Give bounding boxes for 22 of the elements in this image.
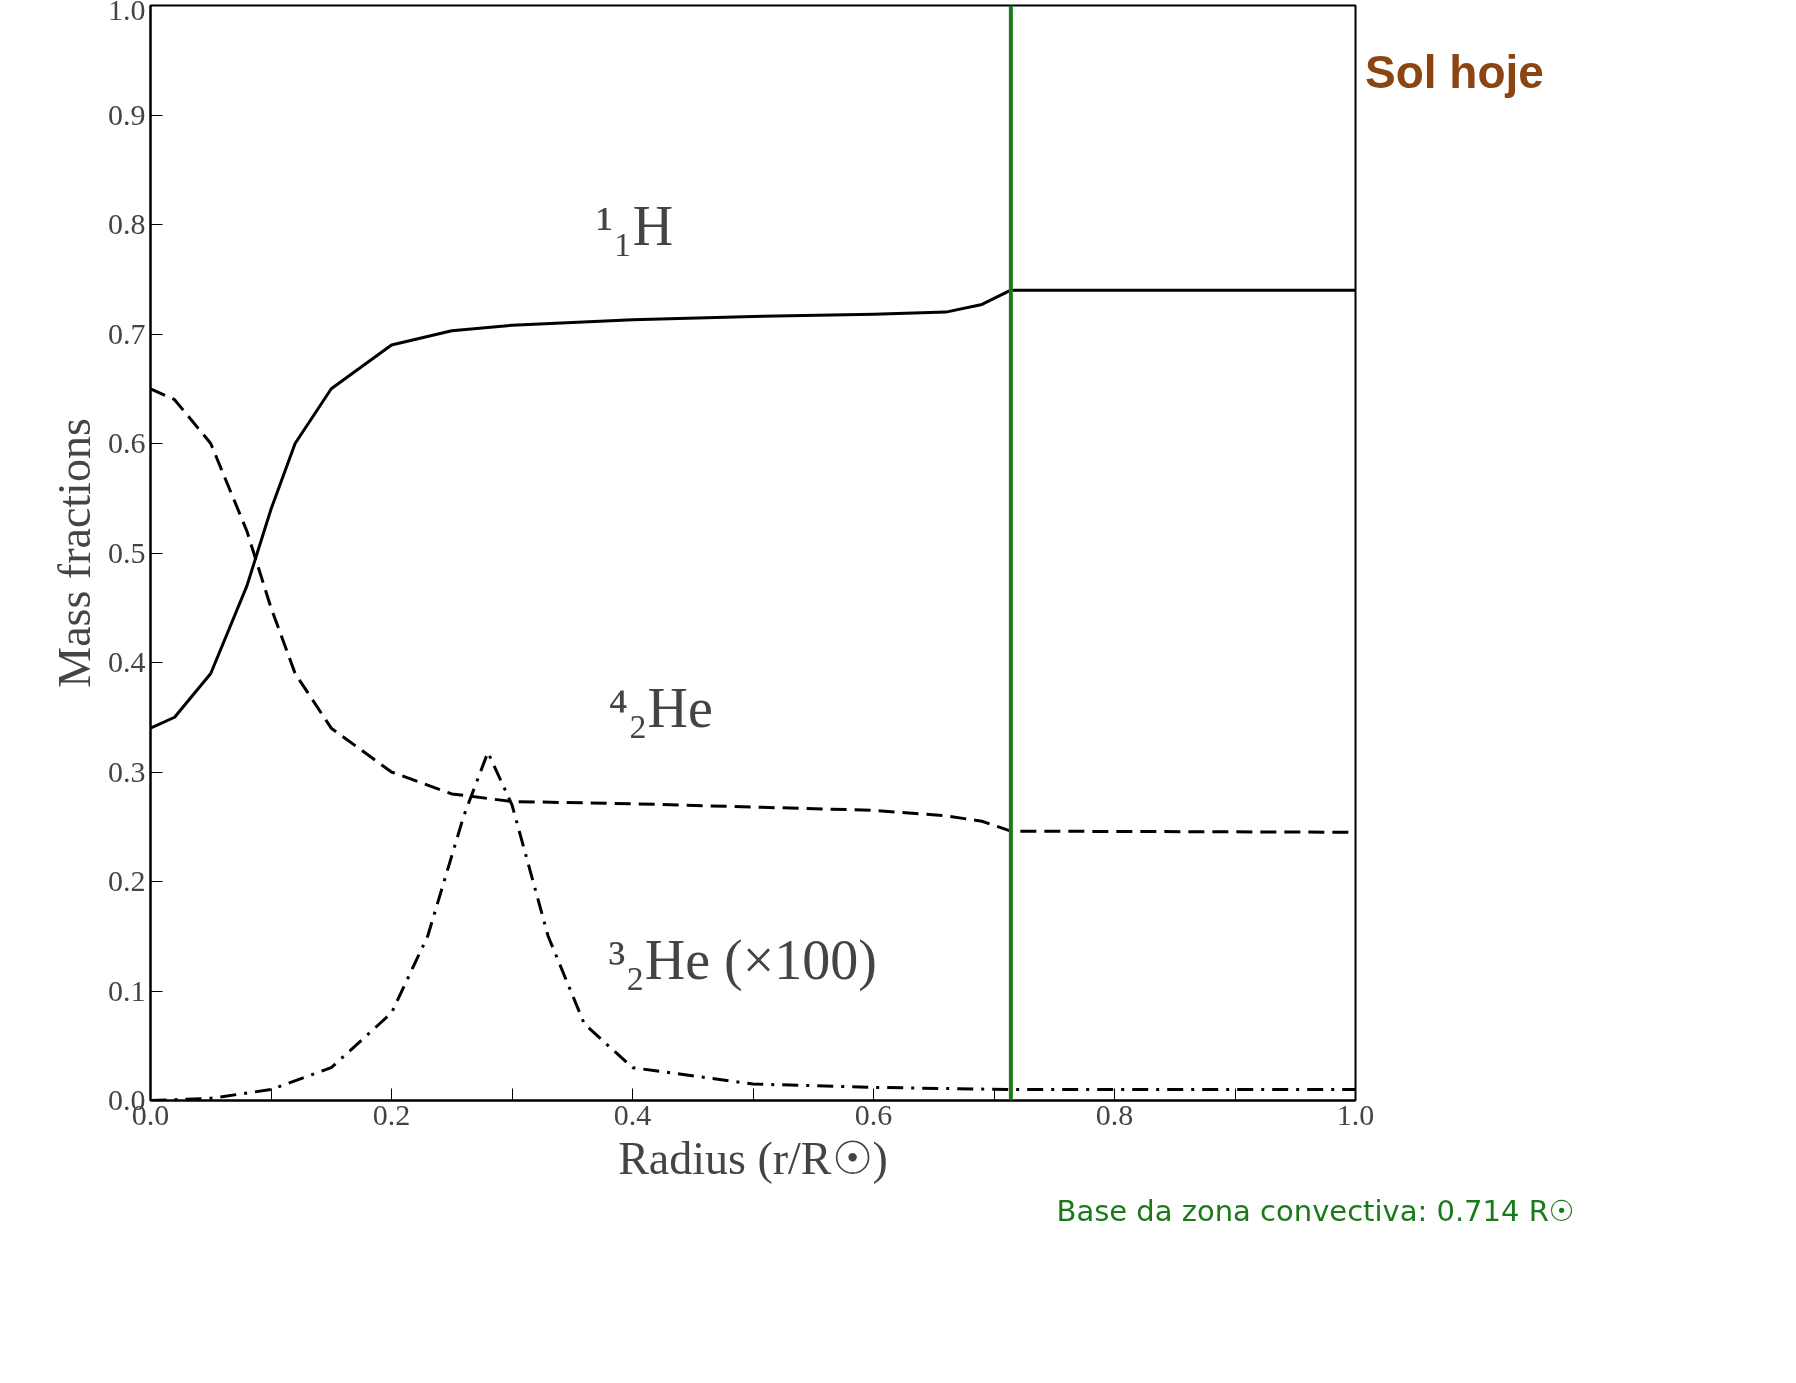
y-tick-label: 0.2 — [108, 864, 146, 897]
annotation: ¹₁H — [596, 195, 674, 258]
y-tick-label: 0.9 — [108, 97, 146, 131]
y-tick-label: 1.0 — [108, 0, 146, 26]
y-tick-label: 0.5 — [108, 535, 146, 569]
y-tick-label: 0.8 — [108, 207, 146, 240]
y-tick-label: 0.6 — [108, 426, 146, 459]
y-tick-label: 0.7 — [108, 316, 146, 350]
annotation: ⁴₂He — [608, 677, 713, 740]
ref-line-label: Base da zona convectiva: 0.714 R☉ — [1056, 1193, 1575, 1228]
x-tick-label: 0.6 — [854, 1097, 893, 1131]
y-tick-label: 0.3 — [108, 754, 146, 788]
x-tick-label: 0.8 — [1095, 1097, 1134, 1131]
y-tick-label: 0.4 — [108, 645, 146, 678]
x-tick-label: 0.2 — [372, 1097, 411, 1131]
x-tick-label: 0.4 — [613, 1097, 652, 1131]
x-tick-label: 1.0 — [1336, 1097, 1375, 1131]
annotation: ³₂He (×100) — [608, 929, 877, 992]
text: Sol hoje — [1365, 45, 1544, 100]
x-axis-title: Radius (r/R☉) — [618, 1132, 888, 1184]
y-tick-label: 0.1 — [108, 973, 146, 1007]
y-axis-title: Mass fractions — [49, 418, 100, 688]
